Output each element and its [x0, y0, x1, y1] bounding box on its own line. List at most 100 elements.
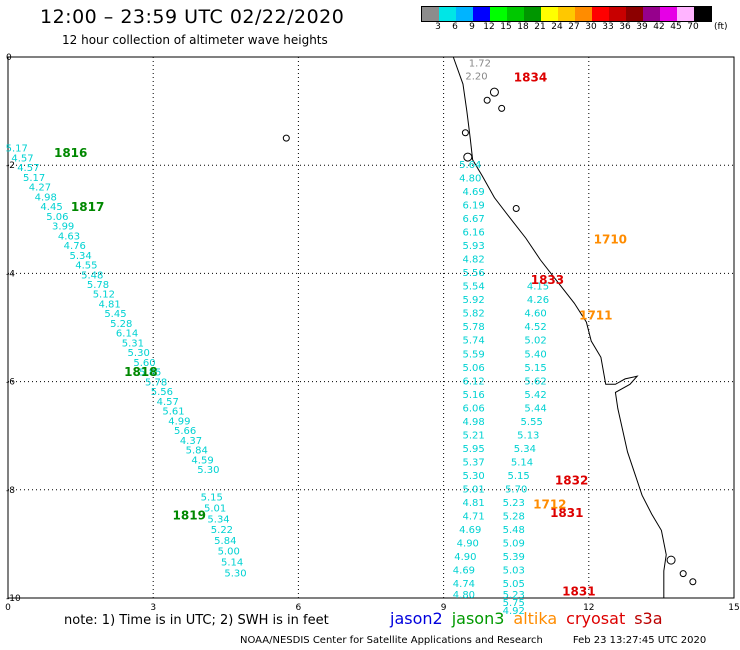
wave-height-value: 6.06: [462, 403, 484, 414]
y-tick-label: -10: [6, 594, 21, 604]
y-tick-label: -2: [6, 161, 15, 171]
wave-height-value: 4.69: [462, 187, 484, 198]
map-title: 12:00 – 23:59 UTC 02/22/2020: [40, 6, 345, 28]
wave-height-value: 5.60: [133, 358, 155, 369]
wave-height-value: 5.39: [503, 552, 525, 563]
wave-height-value: 4.69: [453, 566, 475, 577]
legend-swatch: [626, 7, 643, 21]
legend-tick-label: 27: [568, 22, 580, 32]
wave-height-value: 5.78: [87, 280, 109, 291]
wave-height-value: 5.30: [197, 465, 219, 476]
wave-height-value: 4.57: [11, 153, 33, 164]
legend-swatch: [507, 7, 524, 21]
generated-timestamp: Feb 23 13:27:45 UTC 2020: [572, 635, 707, 646]
map-grid: [8, 57, 734, 598]
legend-swatch: [490, 7, 507, 21]
wave-height-value: 5.12: [93, 290, 115, 301]
wave-height-value: 5.85: [139, 368, 161, 379]
x-tick-label: 9: [441, 603, 447, 613]
legend-swatch: [473, 7, 490, 21]
island-outline: [512, 204, 520, 212]
island-outline: [282, 134, 290, 142]
wave-height-value: 4.90: [457, 539, 479, 550]
wave-height-value: 5.34: [514, 444, 536, 455]
legend-tick-label: 30: [585, 22, 597, 32]
wave-height-value: 4.98: [462, 417, 484, 428]
wave-height-value: 5.22: [211, 525, 233, 536]
wave-height-value: 5.37: [462, 457, 484, 468]
wave-height-value: 6.67: [462, 214, 484, 225]
wave-height-value: 5.06: [46, 212, 68, 223]
island-outline: [463, 152, 473, 162]
wave-height-value: 5.09: [503, 539, 525, 550]
wave-height-value: 5.84: [214, 536, 236, 547]
island-outline: [679, 570, 687, 578]
credit-text: NOAA/NESDIS Center for Satellite Applica…: [240, 635, 543, 646]
wave-height-value: 4.81: [462, 498, 484, 509]
legend-tick-label: 70: [687, 22, 699, 32]
wave-height-value: 5.17: [6, 144, 28, 155]
island-outline: [498, 104, 506, 112]
wave-height-value: 4.99: [168, 416, 190, 427]
pass-time-label: 1818: [124, 365, 157, 379]
legend-tick-label: 36: [619, 22, 631, 32]
legend-tick-label: 33: [602, 22, 614, 32]
wave-height-value: 5.95: [462, 444, 484, 455]
legend-swatch: [575, 7, 592, 21]
wave-height-value: 5.82: [462, 309, 484, 320]
wave-height-value: 5.14: [221, 558, 243, 569]
legend-tick-label: 6: [452, 22, 458, 32]
pass-time-label: 1833: [531, 273, 564, 287]
satellite-legend: jason2 jason3 altika cryosat s3a: [390, 609, 663, 628]
pass-time-label: 1817: [71, 200, 104, 214]
legend-tick-label: 45: [670, 22, 682, 32]
island-outline: [483, 96, 491, 104]
legend-swatch: [524, 7, 541, 21]
wave-height-value: 5.42: [524, 390, 546, 401]
x-tick-label: 15: [728, 603, 739, 613]
wave-height-value: 4.60: [524, 309, 546, 320]
y-tick-label: -4: [6, 269, 15, 279]
wave-height-value: 4.92: [503, 606, 525, 617]
wave-height-value: 5.70: [505, 485, 527, 496]
wave-height-value: 5.28: [503, 512, 525, 523]
wave-height-value: 5.15: [201, 493, 223, 504]
wave-height-value: 4.57: [157, 397, 179, 408]
wave-height-value: 5.15: [524, 363, 546, 374]
wave-height-value: 6.16: [462, 228, 484, 239]
wave-height-value: 5.44: [524, 403, 546, 414]
legend-tick-label: 39: [636, 22, 648, 32]
wave-height-value: 5.56: [151, 387, 173, 398]
wave-height-value: 4.69: [459, 525, 481, 536]
wave-height-value: 5.13: [517, 430, 539, 441]
wave-height-value: 5.01: [462, 485, 484, 496]
wave-height-value: 5.03: [503, 566, 525, 577]
wave-height-value: 4.55: [75, 261, 97, 272]
pass-time-label: 1816: [54, 146, 87, 160]
legend-swatch: [660, 7, 677, 21]
wave-height-value: 4.45: [40, 202, 62, 213]
wave-height-value: 4.59: [191, 455, 213, 466]
wave-height-value: 6.19: [462, 200, 484, 211]
x-tick-label: 0: [5, 603, 11, 613]
map-frame: [7, 56, 735, 599]
y-tick-label: -6: [6, 378, 15, 388]
island-outline: [689, 578, 697, 586]
wave-height-value: 5.23: [503, 498, 525, 509]
x-tick-label: 12: [583, 603, 594, 613]
wave-height-value: 5.62: [524, 376, 546, 387]
legend-swatch: [592, 7, 609, 21]
pass-time-label: 1711: [579, 308, 612, 322]
legend-swatch: [558, 7, 575, 21]
wave-height-value: 5.61: [162, 407, 184, 418]
wave-height-value: 5.00: [218, 547, 240, 558]
satellite-legend-item: cryosat: [566, 609, 626, 628]
legend-tick-label: 18: [517, 22, 529, 32]
map-border: [7, 56, 735, 599]
wave-height-value: 5.17: [23, 173, 45, 184]
wave-height-value: 5.30: [224, 568, 246, 579]
wave-height-value: 4.74: [453, 579, 475, 590]
satellite-legend-item: altika: [513, 609, 558, 628]
wave-height-value: 5.06: [462, 363, 484, 374]
